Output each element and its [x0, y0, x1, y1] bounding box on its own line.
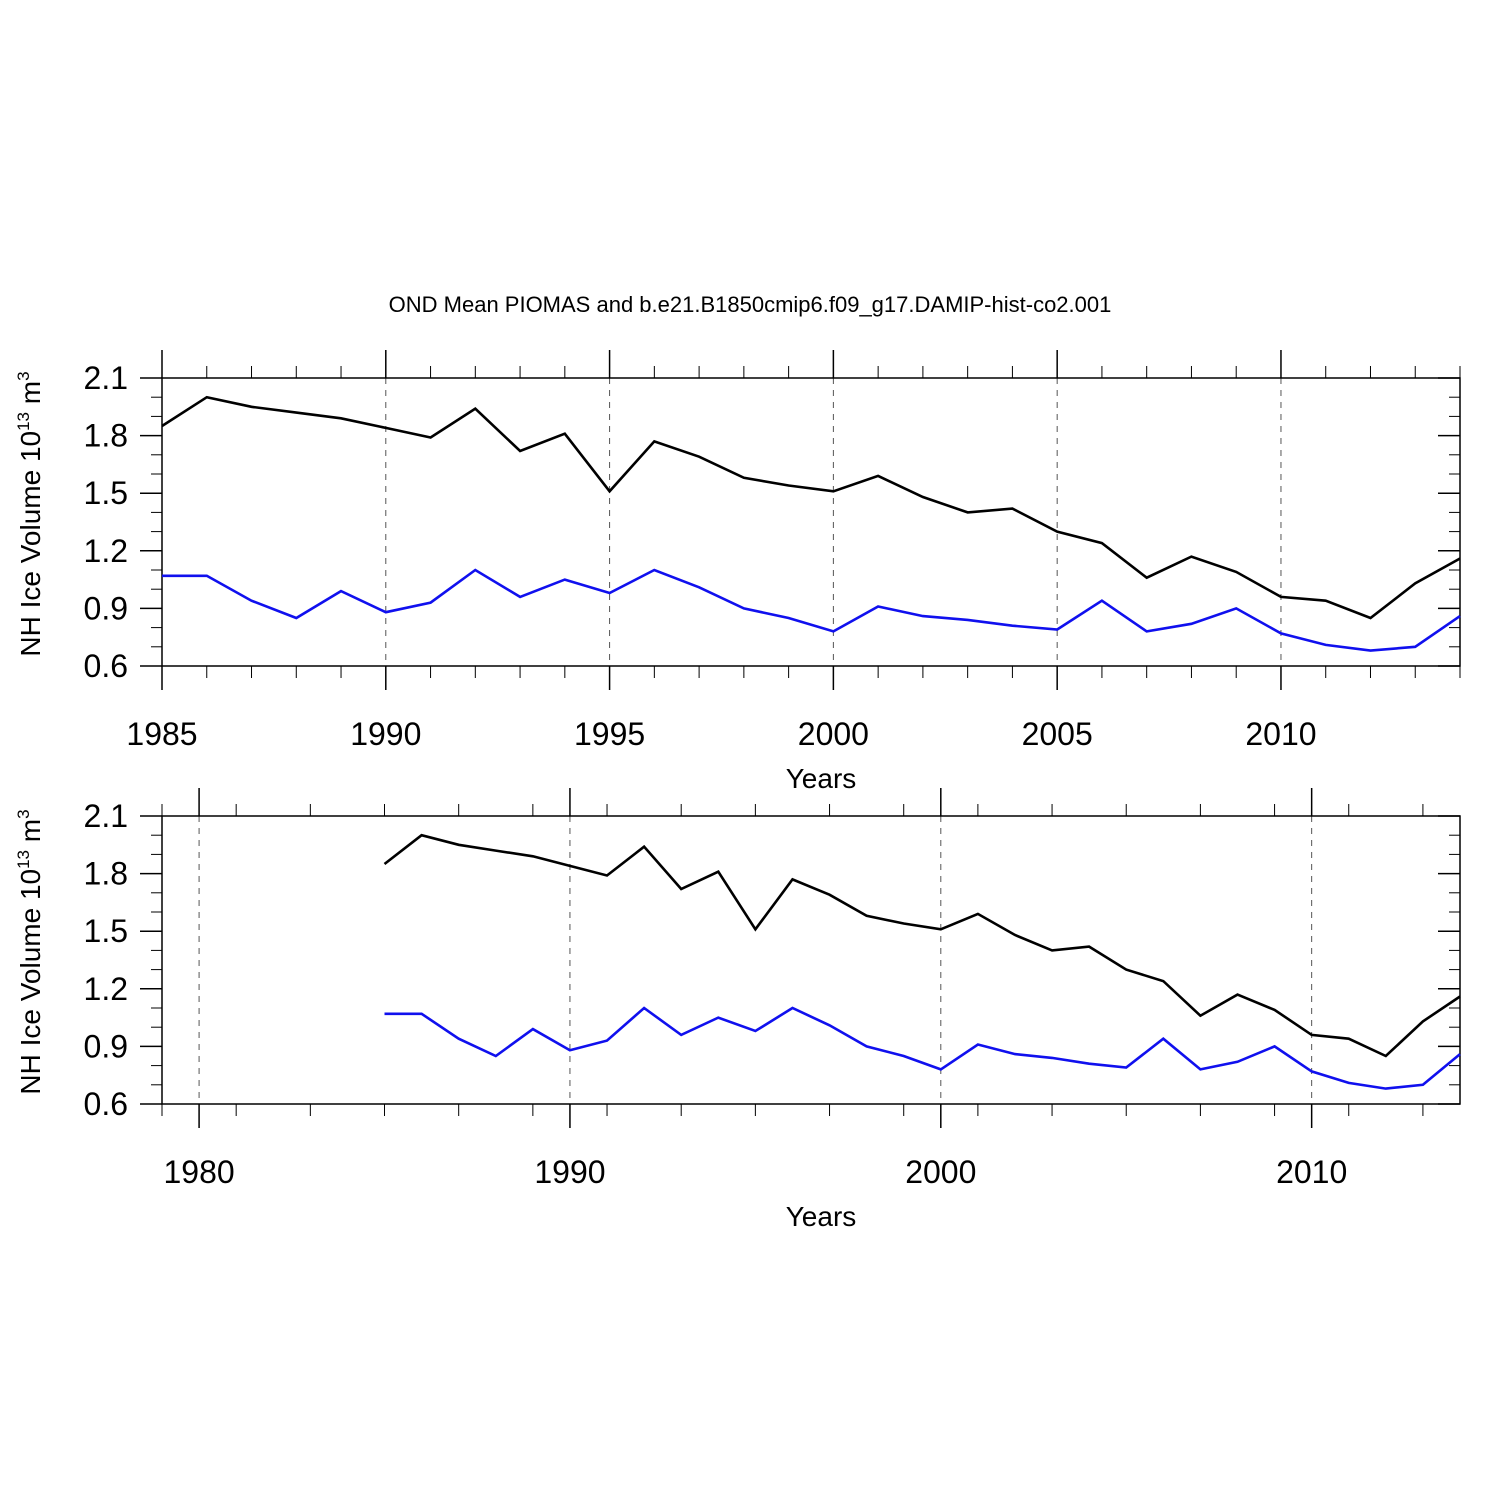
x-tick-label: 2010: [1276, 1154, 1347, 1190]
y-tick-label: 0.9: [84, 1028, 128, 1064]
y-axis-title-part: m: [15, 381, 46, 412]
y-tick-label: 1.8: [84, 856, 128, 892]
x-tick-label: 2000: [905, 1154, 976, 1190]
y-axis-title-part: 3: [14, 809, 33, 818]
y-tick-label: 2.1: [84, 798, 128, 834]
y-tick-label: 0.9: [84, 590, 128, 626]
y-tick-label: 1.8: [84, 418, 128, 454]
y-tick-label: 1.5: [84, 475, 128, 511]
y-axis-title-part: m: [15, 819, 46, 850]
y-axis-title-part: NH Ice Volume 10: [15, 431, 46, 657]
series-line-blue: [162, 568, 1461, 652]
y-axis-title: NH Ice Volume 1013 m3: [14, 809, 46, 1094]
plot-frame: [161, 377, 1461, 667]
y-tick-label: 1.2: [84, 971, 128, 1007]
x-tick-label: 1990: [350, 716, 421, 752]
y-tick-label: 1.5: [84, 913, 128, 949]
bottom-panel: 1980 1990 2000 2010 0.6 0.9 1.2 1.5 1.8 2.1 Years N…: [14, 788, 1461, 1232]
y-axis-title-part: 3: [14, 371, 33, 380]
y-axis-title-part: 13: [14, 850, 33, 869]
y-axis-title-part: NH Ice Volume 10: [15, 869, 46, 1095]
series-line-black: [383, 833, 1461, 1058]
y-tick-label: 2.1: [84, 360, 128, 396]
x-axis-title: Years: [786, 763, 857, 794]
x-axis-title: Years: [786, 1201, 857, 1232]
chart-title: OND Mean PIOMAS and b.e21.B1850cmip6.f09…: [389, 292, 1112, 317]
top-panel: 1985 1990 1995 2000 2005 2010 0.6 0.9 1.2 1.5 1.8 2…: [14, 350, 1461, 794]
y-tick-label: 1.2: [84, 533, 128, 569]
x-tick-label: 2005: [1022, 716, 1093, 752]
y-tick-label: 0.6: [84, 648, 128, 684]
plot-frame: [161, 815, 1461, 1105]
x-tick-label: 2000: [798, 716, 869, 752]
y-tick-label: 0.6: [84, 1086, 128, 1122]
series-line-black: [161, 395, 1461, 620]
y-axis-title-part: 13: [14, 412, 33, 431]
x-tick-label: 1980: [163, 1154, 234, 1190]
x-tick-label: 1995: [574, 716, 645, 752]
x-tick-label: 1985: [126, 716, 197, 752]
x-tick-label: 2010: [1245, 716, 1316, 752]
x-tick-label: 1990: [534, 1154, 605, 1190]
y-axis-title: NH Ice Volume 1013 m3: [14, 371, 46, 656]
series-line-blue: [384, 1006, 1461, 1090]
